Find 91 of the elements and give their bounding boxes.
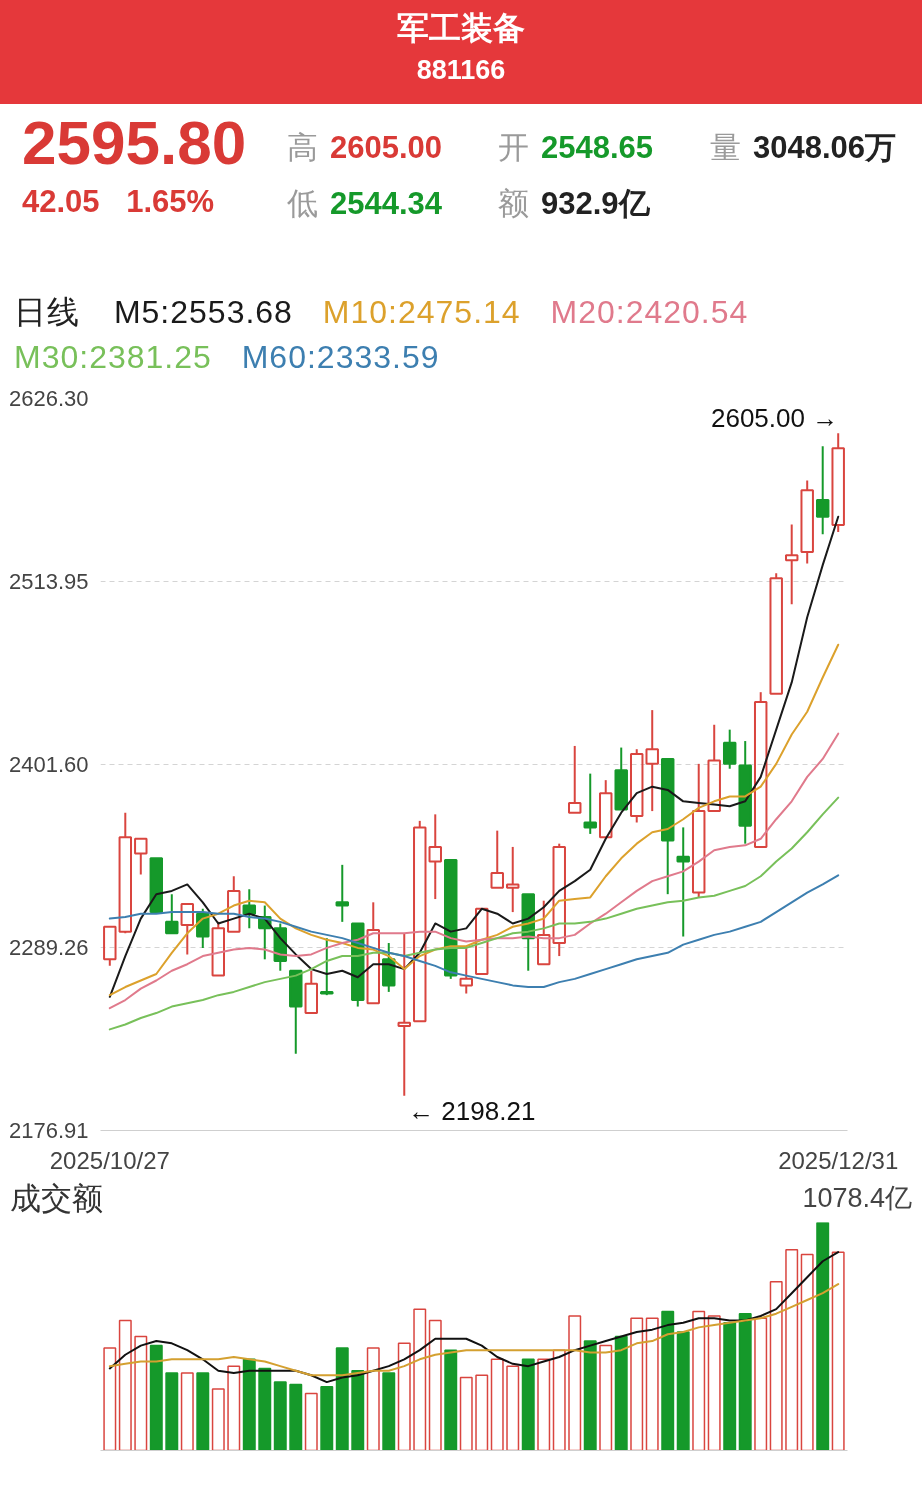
bar [754,1317,768,1451]
line-series [108,643,840,997]
bar [103,1347,117,1451]
bar [707,1315,721,1451]
line-series [108,515,840,998]
bar [490,1358,504,1451]
x-tick-label: 2025/12/31 [778,1146,899,1174]
y-tick-label: 2513.95 [8,569,89,594]
line-series [108,796,840,1031]
bar [475,1374,489,1451]
bar [258,1367,272,1451]
text: 开 2548.65 [498,130,654,165]
text: M60:2333.59 [241,339,440,375]
bar [118,1319,132,1451]
y-tick-label: 2626.30 [8,386,89,411]
bar [273,1381,287,1451]
bar [692,1310,706,1451]
chart-title: 成交额 [10,1180,103,1218]
bar [335,1347,349,1451]
text: 额 932.9亿 [498,186,650,221]
bar [614,1335,628,1451]
bar [816,1222,830,1451]
legend-title: 日线 [14,294,80,330]
candlestick [738,740,752,845]
bar [568,1315,582,1451]
chart-subtitle: 881166 [415,54,507,87]
text: 1078.4亿 [802,1182,912,1215]
bar [769,1281,783,1451]
bar [785,1249,799,1451]
bar [134,1335,148,1451]
text: 量 3048.06万 [710,130,897,165]
candlestick [397,932,411,1097]
bar [196,1372,210,1451]
bar [211,1388,225,1451]
text: 2595.80 [22,108,247,178]
bar [583,1340,597,1451]
bar [165,1372,179,1451]
y-tick-label: 2401.60 [8,752,89,778]
bar [444,1349,458,1451]
text: 高 2605.00 [287,130,443,165]
bar [599,1344,613,1451]
candlestick [645,709,659,813]
line-series [108,874,840,989]
bar [831,1251,845,1451]
bar [242,1358,256,1451]
bar [661,1310,675,1451]
text: M30:2381.25 [14,339,212,375]
y-tick-label: 2176.91 [8,1118,89,1143]
candlestick [506,845,520,914]
bar [645,1317,659,1451]
y-tick-label: 2289.26 [8,935,89,960]
candlestick [676,826,690,938]
bar [413,1308,427,1451]
candlestick [335,863,349,923]
candlestick [815,445,830,536]
annotation: ← 2198.21 [408,1095,536,1126]
candlestick [583,772,597,835]
bar [723,1322,737,1451]
bar [320,1385,334,1451]
bar [459,1376,473,1451]
bar [382,1372,396,1451]
chart-title: 军工装备 [396,9,526,48]
bar [149,1344,163,1451]
bar [800,1253,814,1451]
bar [521,1358,535,1451]
text: M10:2475.14 [322,294,521,330]
bar [397,1342,411,1451]
line-series [108,732,840,1010]
bar [304,1392,318,1451]
text: 低 2544.34 [287,186,443,221]
text: M20:2420.54 [550,294,749,330]
bar [552,1349,566,1451]
candlestick [459,946,473,995]
bar [351,1369,365,1451]
bar [676,1331,690,1451]
annotation: 2605.00 → [710,403,839,434]
bar [289,1383,303,1451]
bar [738,1312,752,1451]
bar [366,1347,380,1451]
candlestick [428,813,442,901]
bar [537,1358,551,1451]
text: M5:2553.68 [113,294,293,330]
bar [506,1365,520,1451]
bar [428,1319,442,1451]
bar [227,1365,241,1451]
text: 42.05 1.65% [22,183,215,221]
x-tick-label: 2025/10/27 [49,1146,170,1174]
bar [630,1317,644,1451]
candlestick [784,523,799,606]
bar [180,1372,194,1451]
candlestick [800,479,814,565]
